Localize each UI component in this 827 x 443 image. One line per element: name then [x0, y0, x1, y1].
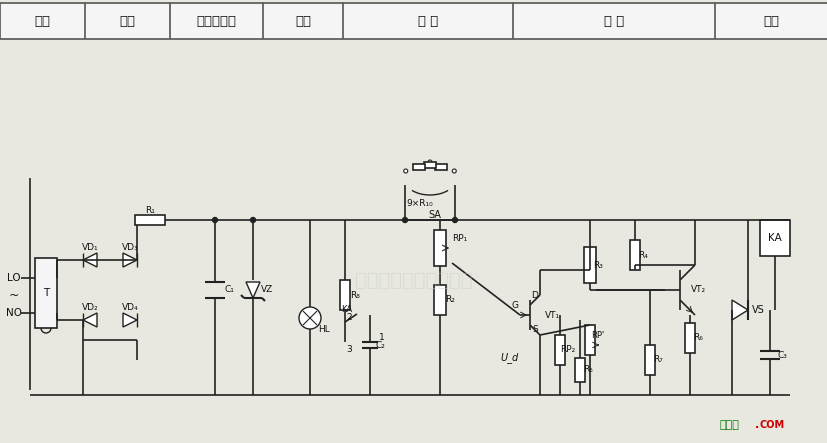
Text: R₁: R₁ — [145, 206, 155, 214]
Circle shape — [213, 218, 218, 222]
Text: 3: 3 — [346, 345, 351, 354]
Bar — [684, 323, 694, 353]
Polygon shape — [731, 300, 747, 320]
Bar — [644, 345, 654, 375]
Bar — [554, 335, 564, 365]
Bar — [434, 164, 447, 170]
Bar — [0, 3, 827, 39]
Text: R₂: R₂ — [445, 295, 454, 304]
Text: 9×R₁₀: 9×R₁₀ — [406, 198, 433, 207]
Text: VD₃: VD₃ — [122, 242, 138, 252]
Text: VD₂: VD₂ — [82, 303, 98, 311]
Text: 滤波、稳压: 滤波、稳压 — [196, 15, 237, 27]
Text: 变压: 变压 — [35, 15, 50, 27]
Polygon shape — [83, 313, 97, 327]
Text: G: G — [511, 300, 518, 310]
Text: U_d: U_d — [500, 353, 519, 363]
Text: RP₁: RP₁ — [452, 233, 467, 242]
Text: C₁: C₁ — [224, 285, 234, 295]
Bar — [135, 215, 165, 225]
Text: 鉴 幅: 鉴 幅 — [603, 15, 624, 27]
Text: C₂: C₂ — [375, 341, 385, 350]
Text: HL: HL — [318, 326, 329, 334]
Bar — [583, 247, 595, 283]
Text: 1: 1 — [379, 333, 385, 342]
Text: KA: KA — [767, 233, 781, 243]
Text: LO: LO — [7, 273, 21, 283]
Text: RP₂: RP₂ — [560, 346, 575, 354]
Bar — [340, 280, 350, 310]
Text: R₆: R₆ — [692, 334, 702, 342]
Text: D: D — [531, 291, 538, 299]
Polygon shape — [123, 253, 136, 267]
Text: 指示: 指示 — [294, 15, 311, 27]
Text: NO: NO — [6, 308, 22, 318]
Circle shape — [299, 307, 321, 329]
Polygon shape — [123, 313, 136, 327]
Circle shape — [452, 218, 457, 222]
Polygon shape — [246, 282, 260, 298]
Text: .: . — [754, 420, 758, 430]
Text: 接线图: 接线图 — [719, 420, 739, 430]
Text: VT₁: VT₁ — [544, 311, 559, 319]
Circle shape — [428, 160, 432, 164]
Text: 整流: 整流 — [119, 15, 136, 27]
Text: VS: VS — [751, 305, 763, 315]
Bar — [423, 162, 436, 168]
Bar — [35, 258, 57, 328]
Text: S: S — [532, 326, 538, 334]
Text: VT₂: VT₂ — [690, 285, 705, 295]
Text: R₇: R₇ — [653, 355, 662, 365]
Circle shape — [251, 218, 256, 222]
Text: VZ: VZ — [261, 285, 273, 295]
Text: COM: COM — [759, 420, 784, 430]
Text: RP': RP' — [590, 330, 604, 339]
Text: 延 时: 延 时 — [418, 15, 437, 27]
Circle shape — [402, 218, 407, 222]
Text: SA: SA — [428, 210, 441, 220]
Text: ~: ~ — [9, 288, 19, 302]
Text: VD₄: VD₄ — [122, 303, 138, 311]
Text: KA: KA — [341, 306, 352, 315]
Bar — [574, 358, 585, 382]
Polygon shape — [83, 253, 97, 267]
Text: 2: 2 — [346, 312, 351, 322]
Bar — [759, 220, 789, 256]
Text: R₈: R₈ — [350, 291, 360, 299]
Text: R₅: R₅ — [582, 365, 592, 374]
Text: T: T — [43, 288, 49, 298]
Text: 出口: 出口 — [762, 15, 778, 27]
Bar — [413, 164, 424, 170]
Bar — [433, 285, 446, 315]
Text: 杭州将睿科技有限公司: 杭州将睿科技有限公司 — [355, 271, 472, 289]
Text: VD₁: VD₁ — [82, 242, 98, 252]
Text: R₃: R₃ — [592, 260, 602, 269]
Circle shape — [452, 169, 456, 173]
Bar — [585, 325, 595, 355]
Circle shape — [404, 169, 407, 173]
Text: C₃: C₃ — [776, 350, 786, 360]
Bar — [629, 240, 639, 270]
Bar — [433, 230, 446, 266]
Text: R₄: R₄ — [638, 250, 648, 260]
